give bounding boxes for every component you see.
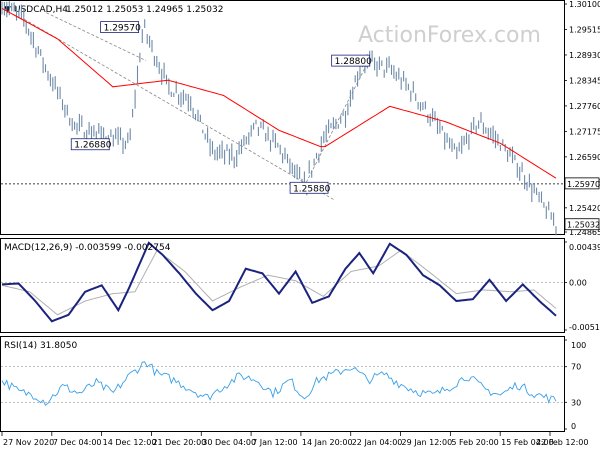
trend-line-2 (303, 62, 368, 188)
price-series (1, 1, 557, 236)
price-axis: 1.30100 1.29515 1.28930 1.28345 1.27760 1.271… (564, 0, 600, 237)
annotation-box (331, 54, 371, 67)
rsi-line (1, 361, 557, 406)
macd-series (1, 241, 557, 323)
price-tick-label: 1.25420 (569, 204, 600, 213)
price-bars (1, 1, 557, 236)
watermark: ActionForex.com (358, 23, 541, 48)
time-tick-label: 30 Dec 04:00 (202, 438, 256, 447)
macd-line (1, 241, 557, 323)
time-tick-label: 29 Jan 12:00 (402, 438, 453, 447)
price-tick-label: 1.27760 (569, 102, 600, 111)
price-tick-label: 1.27175 (569, 127, 600, 136)
macd-label: MACD(12,26,9) -0.003599 -0.002754 (4, 243, 171, 253)
annotation-label: 1.25880 (293, 184, 330, 194)
annotation-box (289, 181, 329, 194)
annotation-box (100, 21, 140, 33)
ema-line (1, 7, 557, 179)
time-tick-label: 7 Dec 04:00 (53, 438, 102, 447)
price-tick-label: 1.26590 (569, 153, 600, 162)
price-panel (0, 0, 565, 235)
trend-line-1 (46, 12, 147, 61)
rsi-label: RSI(14) 31.8050 (4, 341, 77, 351)
annotation-label: 1.26880 (74, 141, 111, 151)
macd-tick-label: -0.005144 (569, 323, 600, 332)
annotation-label: 1.28800 (335, 57, 372, 67)
time-tick-label: 15 Feb 04:00 (501, 438, 553, 447)
ema-series (1, 7, 557, 179)
grid (1, 183, 564, 403)
time-tick-label: 14 Dec 12:00 (103, 438, 157, 447)
annotation-box (70, 138, 110, 151)
macd-axis: 0.004396 0.00 -0.005144 (564, 241, 600, 332)
macd-tick-label: 0.00 (569, 279, 587, 288)
rsi-series (1, 361, 557, 406)
rsi-tick-label: 70 (571, 363, 581, 372)
macd-panel (0, 238, 565, 333)
chart-menu-icon[interactable]: ▼ (4, 5, 11, 15)
current-price-label: 1.25032 (567, 221, 600, 230)
time-tick-label: 5 Feb 20:00 (451, 438, 498, 447)
symbol-label: USDCAD,H4 (14, 5, 68, 15)
trend-lines (23, 12, 368, 201)
level-price-label: 1.25970 (567, 180, 600, 189)
rsi-tick-label: 100 (571, 341, 586, 350)
rsi-axis: 100 70 30 0 (564, 339, 586, 431)
price-tick-label: 1.28345 (569, 76, 600, 85)
ohlc-label: 1.25012 1.25053 1.24965 1.25032 (66, 5, 223, 15)
time-tick-label: 21 Dec 20:00 (152, 438, 206, 447)
time-tick-label: 14 Jan 20:00 (302, 438, 353, 447)
price-tick-label: 1.29515 (569, 25, 600, 34)
time-tick-label: 7 Jan 12:00 (252, 438, 298, 447)
time-tick-label: 22 Jan 04:00 (352, 438, 403, 447)
annotations: 1.29570 1.28800 1.26880 1.25880 (70, 21, 372, 194)
rsi-tick-label: 0 (571, 422, 576, 431)
macd-signal-line (1, 249, 557, 316)
time-tick-label: 22 Feb 12:00 (536, 438, 588, 447)
annotation-label: 1.29570 (104, 24, 141, 34)
macd-tick-label: 0.004396 (569, 243, 600, 252)
price-tick-label: 1.30100 (569, 0, 600, 9)
level-price-box (564, 177, 600, 190)
price-tick-label: 1.28930 (569, 51, 600, 60)
rsi-tick-label: 30 (571, 398, 581, 407)
time-tick-label: 27 Nov 2020 (3, 438, 54, 447)
price-tick-label: 1.24865 (569, 228, 600, 237)
current-price-box (564, 218, 600, 231)
